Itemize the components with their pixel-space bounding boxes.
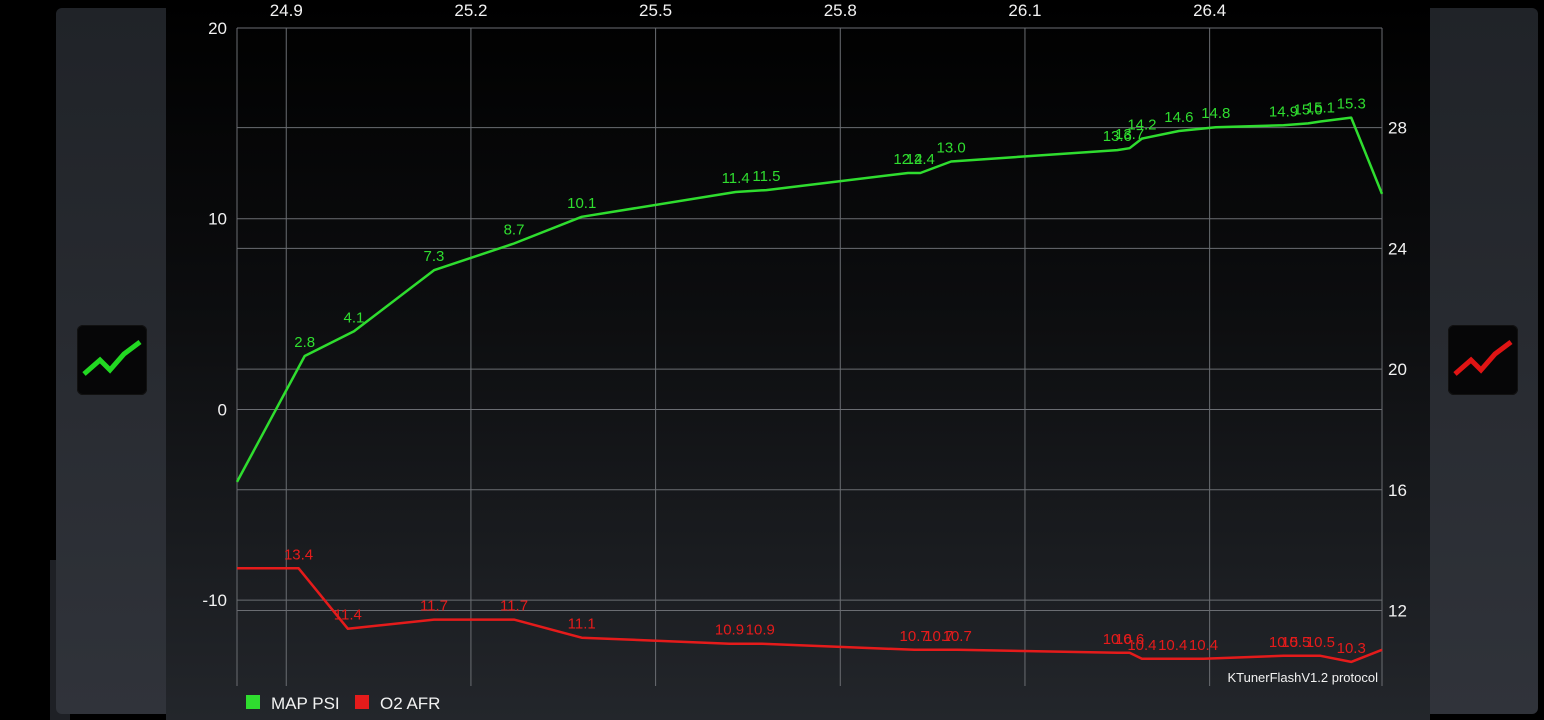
o2-afr-data-label: 10.7 [900, 628, 929, 645]
map-psi-data-label: 14.9 [1269, 103, 1298, 120]
y-left-tick-label: 0 [218, 400, 227, 419]
map-psi-data-label: 10.1 [567, 195, 596, 212]
map-psi-data-label: 11.4 [722, 170, 750, 187]
x-tick-label: 24.9 [270, 1, 303, 20]
map-psi-data-label: 12.4 [906, 151, 935, 168]
map-psi-data-label: 13.7 [1115, 126, 1144, 143]
y-right-tick-label: 24 [1388, 239, 1407, 258]
map-psi-data-label: 2.8 [294, 334, 315, 351]
x-tick-label: 25.5 [639, 1, 672, 20]
line-chart: 24.9 25.2 25.5 25.8 26.1 26.4 20 10 0 -10 28 24 20… [166, 0, 1430, 720]
o2-afr-data-label: 10.3 [1337, 640, 1366, 657]
map-psi-line [235, 116, 1384, 483]
left-y-axis-ticks: 20 10 0 -10 [202, 19, 227, 610]
legend: MAP PSI O2 AFR [246, 694, 440, 713]
series-lines [235, 116, 1384, 664]
x-tick-label: 25.8 [824, 1, 857, 20]
y-left-tick-label: 20 [208, 19, 227, 38]
o2-afr-data-label: 11.1 [568, 616, 596, 633]
grid-lines [236, 27, 1383, 686]
map-psi-data-label: 15.3 [1337, 96, 1366, 113]
map-psi-data-label: 7.3 [424, 248, 445, 265]
x-tick-label: 26.1 [1008, 1, 1041, 20]
o2-afr-data-label: 10.5 [1281, 634, 1310, 651]
legend-swatch [355, 695, 369, 709]
map-psi-data-label: 14.8 [1201, 105, 1230, 122]
o2-afr-series-button[interactable] [1448, 325, 1518, 395]
protocol-note: KTunerFlashV1.2 protocol [1227, 670, 1378, 685]
trend-line-green-icon [82, 340, 142, 376]
x-tick-label: 25.2 [454, 1, 487, 20]
o2-afr-data-label: 10.9 [715, 622, 744, 639]
x-tick-label: 26.4 [1193, 1, 1226, 20]
o2-afr-data-label: 10.5 [1306, 634, 1335, 651]
o2-afr-line [237, 567, 1383, 664]
right-y-axis-ticks: 28 24 20 16 12 [1388, 119, 1407, 621]
o2-afr-data-label: 10.6 [1103, 631, 1132, 648]
map-psi-data-label: 13.6 [1103, 128, 1132, 145]
y-right-tick-label: 28 [1388, 119, 1407, 138]
map-psi-series-button[interactable] [77, 325, 147, 395]
o2-afr-data-label: 11.7 [500, 598, 528, 615]
y-left-tick-label: 10 [208, 210, 227, 229]
legend-label: O2 AFR [380, 694, 440, 713]
map-psi-data-label: 15.0 [1294, 101, 1323, 118]
o2-afr-data-label: 10.9 [746, 622, 775, 639]
y-left-tick-label: -10 [202, 591, 227, 610]
y-right-tick-label: 16 [1388, 481, 1407, 500]
x-axis-ticks: 24.9 25.2 25.5 25.8 26.1 26.4 [270, 1, 1226, 20]
trend-line-red-icon [1453, 340, 1513, 376]
y-right-tick-label: 12 [1388, 602, 1407, 621]
data-labels: 2.84.17.38.710.111.4 11.512.412.413.013.6… [284, 96, 1366, 657]
o2-afr-data-label: 10.6 [1115, 631, 1144, 648]
o2-afr-data-label: 13.4 [284, 546, 313, 563]
o2-afr-data-label: 10.5 [1269, 634, 1298, 651]
map-psi-data-label: 15.1 [1306, 99, 1335, 116]
legend-swatch [246, 695, 260, 709]
map-psi-data-label: 14.6 [1164, 109, 1193, 126]
o2-afr-data-label: 10.4 [1158, 637, 1187, 654]
map-psi-data-label: 11.5 [752, 168, 780, 185]
o2-afr-data-label: 10.4 [1189, 637, 1218, 654]
map-psi-data-label: 13.0 [936, 140, 965, 157]
o2-afr-data-label: 11.7 [420, 598, 448, 615]
o2-afr-data-label: 10.4 [1127, 637, 1156, 654]
map-psi-data-label: 8.7 [504, 222, 525, 239]
o2-afr-data-label: 10.7 [924, 628, 953, 645]
map-psi-data-label: 14.2 [1127, 117, 1156, 134]
y-right-tick-label: 20 [1388, 360, 1407, 379]
map-psi-data-label: 12.4 [893, 151, 922, 168]
o2-afr-data-label: 11.4 [334, 607, 362, 624]
o2-afr-data-label: 10.7 [943, 628, 972, 645]
legend-label: MAP PSI [271, 694, 340, 713]
map-psi-data-label: 4.1 [344, 309, 365, 326]
